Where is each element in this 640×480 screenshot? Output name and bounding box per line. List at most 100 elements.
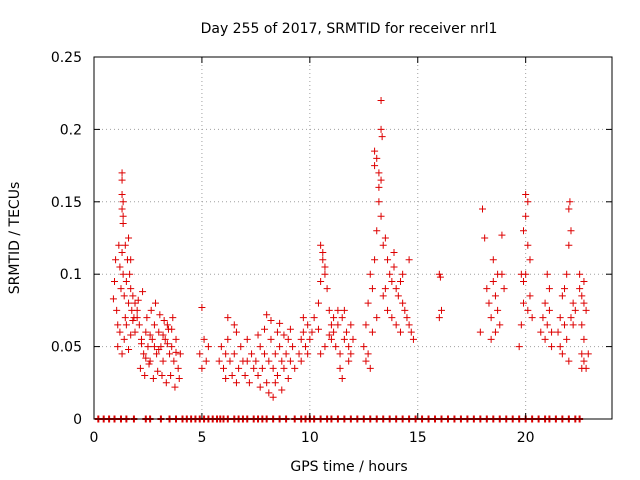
data-point [149,374,157,382]
data-point [520,227,528,235]
data-point [491,292,499,300]
data-point [368,328,376,336]
data-point [147,306,155,314]
data-point [252,357,260,365]
data-point [476,328,484,336]
data-point [403,314,411,322]
data-point [567,314,575,322]
data-point [254,372,262,380]
data-point [556,343,564,351]
data-point [396,328,404,336]
data-point [122,321,130,329]
x-tick-label: 15 [409,430,427,446]
data-point [256,343,264,351]
data-point [545,306,553,314]
data-point [336,350,344,358]
data-point [325,306,333,314]
data-point [153,350,161,358]
data-point [228,372,236,380]
data-point [158,372,166,380]
y-tick-labels: 0 0.05 0.1 0.15 0.2 0.25 [51,50,82,428]
chart-title: Day 255 of 2017, SRMTID for receiver nrl… [201,21,498,37]
data-point [269,364,277,372]
data-point [541,335,549,343]
data-point [407,328,415,336]
data-point [310,314,318,322]
data-point [127,331,135,339]
data-point [297,357,305,365]
data-point [545,285,553,293]
data-point [366,270,374,278]
x-tick-label: 20 [517,430,535,446]
data-point [286,357,294,365]
data-point [232,379,240,387]
data-point [539,314,547,322]
data-point [237,343,245,351]
data-point [580,277,588,285]
data-point [308,328,316,336]
data-point [347,350,355,358]
data-point [405,256,413,264]
data-point [338,314,346,322]
data-point [224,314,232,322]
data-point [409,335,417,343]
data-point [116,328,124,336]
data-point [541,299,549,307]
y-axis-label: SRMTID / TECUs [7,182,23,295]
data-point [156,311,164,319]
data-point [569,321,577,329]
data-point [169,314,177,322]
data-point [280,331,288,339]
data-point [524,306,532,314]
data-point [520,277,528,285]
data-point [485,299,493,307]
data-point [563,335,571,343]
data-point [319,248,327,256]
data-point [371,256,379,264]
data-point [254,331,262,339]
data-point [163,321,171,329]
data-point [401,306,409,314]
data-point [520,299,528,307]
data-point [226,357,234,365]
data-point [515,343,523,351]
data-point [494,306,502,314]
data-point [362,321,370,329]
data-point [160,317,168,325]
data-point [111,277,119,285]
data-point [232,328,240,336]
data-point [561,285,569,293]
data-point [139,288,147,296]
data-point [558,292,566,300]
data-point [278,386,286,394]
data-point [338,374,346,382]
data-point [304,321,312,329]
data-point [479,205,486,213]
data-point [362,357,370,365]
x-axis-label: GPS time / hours [290,459,407,475]
plot-frame [93,56,613,420]
data-point [131,328,139,336]
data-point [118,191,126,199]
data-point [345,357,353,365]
data-point [146,357,154,365]
data-point [481,234,489,242]
data-point [125,345,133,353]
data-point [524,241,532,249]
data-point [161,335,169,343]
data-point [265,357,273,365]
x-tick-labels: 0 5 10 15 20 [90,430,535,446]
data-point [314,299,322,307]
data-point [284,374,292,382]
data-point [563,270,571,278]
data-point [271,350,279,358]
data-point [543,270,551,278]
data-point [371,162,379,170]
data-point [565,241,573,249]
data-point [377,176,385,184]
data-point [174,364,182,372]
data-point [143,314,151,322]
data-point [334,321,342,329]
data-point [295,350,303,358]
